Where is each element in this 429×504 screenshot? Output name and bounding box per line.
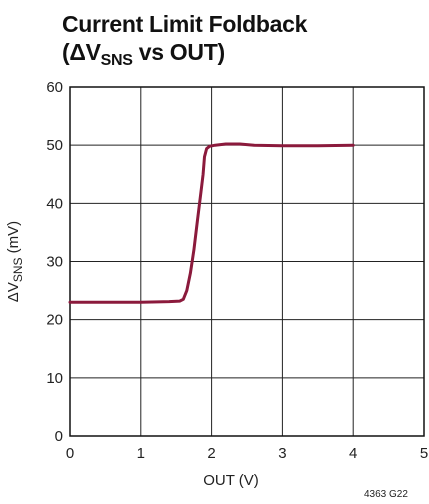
y-tick-label: 50: [46, 137, 63, 154]
chart-title-line2-close: vs OUT): [132, 39, 225, 65]
y-tick-label: 10: [46, 370, 63, 387]
y-tick-label: 30: [46, 254, 63, 271]
series-layer: [68, 142, 355, 304]
chart-title: Current Limit Foldback (ΔVSNS vs OUT): [62, 10, 402, 69]
x-tick-label: 4: [349, 445, 357, 462]
x-tick-label: 5: [420, 445, 428, 462]
y-axis-label-unit: (mV): [5, 221, 22, 258]
series-line: [68, 142, 355, 304]
y-tick-label: 0: [55, 428, 63, 445]
x-axis-label: OUT (V): [203, 472, 259, 489]
chart-title-line2: (ΔVSNS vs OUT): [62, 38, 402, 69]
y-axis-label-main: ΔV: [5, 282, 22, 302]
chart-title-line2-subscript: SNS: [100, 52, 133, 69]
y-axis-label-subscript: SNS: [11, 257, 25, 282]
y-axis-label: ΔVSNS (mV): [5, 221, 25, 302]
x-tick-label: 2: [207, 445, 215, 462]
chart-title-line2-open: (ΔV: [62, 39, 101, 65]
x-tick-label: 0: [66, 445, 74, 462]
y-tick-label: 40: [46, 195, 63, 212]
grid-layer: [70, 87, 424, 436]
figure-reference-code: 4363 G22: [364, 489, 408, 500]
y-tick-label: 60: [46, 79, 63, 96]
plot-frame: [69, 86, 425, 437]
x-tick-label: 1: [137, 445, 145, 462]
x-tick-label: 3: [278, 445, 286, 462]
y-tick-label: 20: [46, 312, 63, 329]
chart-title-line1: Current Limit Foldback: [62, 11, 308, 37]
